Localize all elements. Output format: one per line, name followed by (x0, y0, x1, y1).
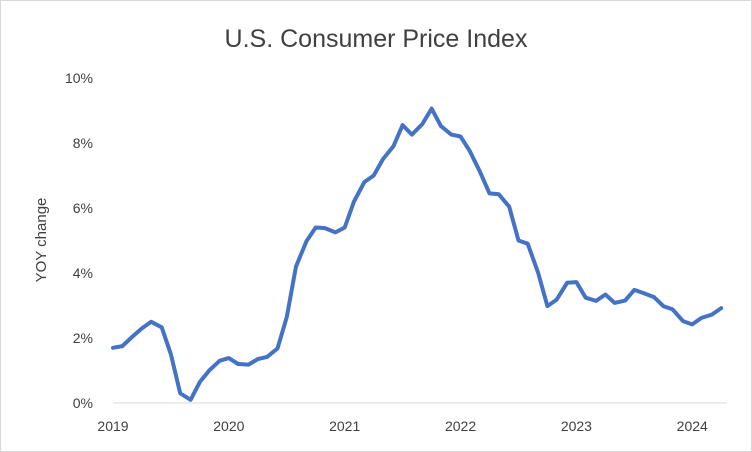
y-tick-label: 0% (73, 395, 93, 411)
x-tick-label: 2024 (677, 418, 708, 434)
x-tick-label: 2020 (213, 418, 244, 434)
y-tick-label: 6% (73, 200, 93, 216)
y-axis-ticks: 0% 2% 4% 6% 8% 10% (65, 70, 93, 411)
x-tick-label: 2023 (561, 418, 592, 434)
chart-title: U.S. Consumer Price Index (225, 25, 528, 53)
x-tick-label: 2022 (445, 418, 476, 434)
x-tick-label: 2021 (329, 418, 360, 434)
y-tick-label: 10% (65, 70, 93, 86)
y-tick-label: 4% (73, 265, 93, 281)
y-tick-label: 8% (73, 135, 93, 151)
x-tick-label: 2019 (97, 418, 128, 434)
series-line-cpi (111, 106, 724, 402)
y-axis-label: YOY change (33, 198, 50, 283)
x-axis-ticks: 2019 2020 2021 2022 2023 2024 (97, 418, 708, 434)
y-tick-label: 2% (73, 330, 93, 346)
series-layer (111, 106, 724, 402)
